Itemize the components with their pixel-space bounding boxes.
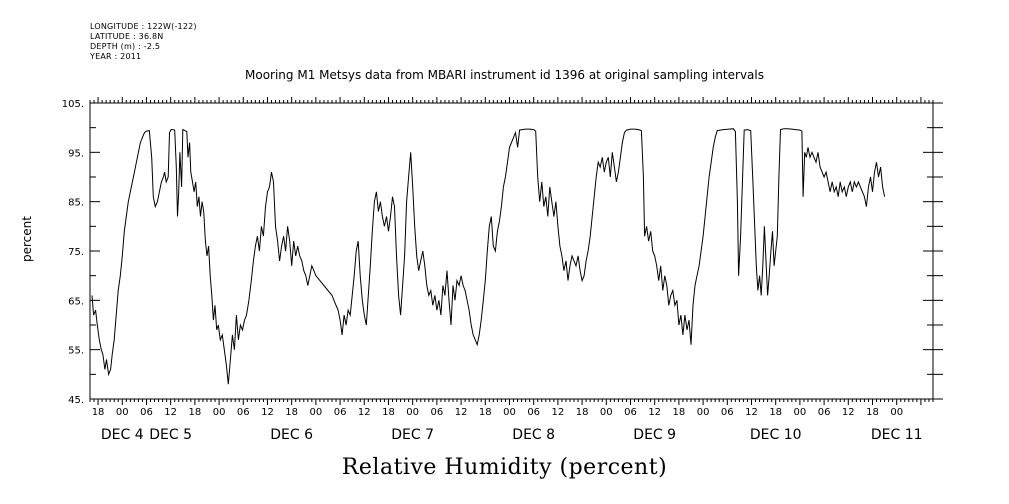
x-hour-label: 06 (527, 407, 540, 418)
x-hour-label: 06 (624, 407, 637, 418)
x-hour-label: 18 (576, 407, 589, 418)
x-axis-title: Relative Humidity (percent) (341, 455, 668, 480)
x-hour-label: 18 (189, 407, 202, 418)
x-hour-label: 06 (431, 407, 444, 418)
x-hour-label: 18 (382, 407, 395, 418)
x-hour-label: 06 (237, 407, 250, 418)
x-hour-label: 06 (818, 407, 831, 418)
x-hour-label: 06 (140, 407, 153, 418)
x-hour-label: 12 (455, 407, 468, 418)
x-day-label: DEC 11 (871, 427, 923, 443)
y-tick-label: 65. (68, 296, 84, 307)
x-hour-label: 12 (552, 407, 565, 418)
x-day-label: DEC 8 (512, 427, 555, 443)
x-hour-label: 12 (358, 407, 371, 418)
y-tick-label: 85. (68, 198, 84, 209)
x-hour-label: 18 (673, 407, 686, 418)
plot-frame (89, 102, 934, 400)
x-hour-label: 12 (261, 407, 274, 418)
x-day-label: DEC 6 (270, 427, 313, 443)
y-tick-label: 55. (68, 346, 84, 357)
y-axis: 45. 55. 65. 75. 85. 95. 105. (62, 99, 943, 406)
x-hour-label: 18 (92, 407, 105, 418)
x-hour-label: 06 (721, 407, 734, 418)
x-hour-label: 18 (866, 407, 879, 418)
x-hour-label: 12 (842, 407, 855, 418)
x-hour-label: 00 (697, 407, 710, 418)
longitude-label: LONGITUDE : 122W(-122) (90, 22, 197, 31)
humidity-series-line (91, 128, 886, 385)
x-hour-label: 00 (503, 407, 516, 418)
x-hour-label: 12 (164, 407, 177, 418)
x-hour-label: 00 (406, 407, 419, 418)
latitude-label: LATITUDE : 36.8N (90, 32, 164, 41)
x-day-label: DEC 7 (391, 427, 434, 443)
x-hour-label: 00 (213, 407, 226, 418)
chart-title: Mooring M1 Metsys data from MBARI instru… (245, 68, 764, 82)
x-day-label: DEC 10 (750, 427, 802, 443)
year-label: YEAR : 2011 (90, 52, 142, 61)
x-hour-label: 00 (310, 407, 323, 418)
depth-label: DEPTH (m) : -2.5 (90, 42, 161, 51)
x-hour-label: 00 (116, 407, 129, 418)
x-hour-label: 18 (769, 407, 782, 418)
x-day-label: DEC 4 (101, 427, 144, 443)
y-tick-label: 105. (62, 99, 84, 110)
x-day-label: DEC 9 (633, 427, 676, 443)
y-tick-label: 95. (68, 148, 84, 159)
x-axis: 18 00 06 12 18 00 06 12 18 00 06 12 18 00 06 12 18 00 06 12… (89, 97, 934, 443)
y-tick-label: 45. (68, 395, 84, 406)
x-hour-label: 12 (745, 407, 758, 418)
y-tick-label: 75. (68, 247, 84, 258)
x-hour-label: 12 (648, 407, 661, 418)
x-day-label: DEC 5 (149, 427, 192, 443)
x-hour-label: 00 (600, 407, 613, 418)
x-hour-label: 18 (479, 407, 492, 418)
x-hour-label: 00 (890, 407, 903, 418)
x-hour-label: 18 (285, 407, 298, 418)
x-hour-label: 06 (334, 407, 347, 418)
x-hour-label: 00 (794, 407, 807, 418)
